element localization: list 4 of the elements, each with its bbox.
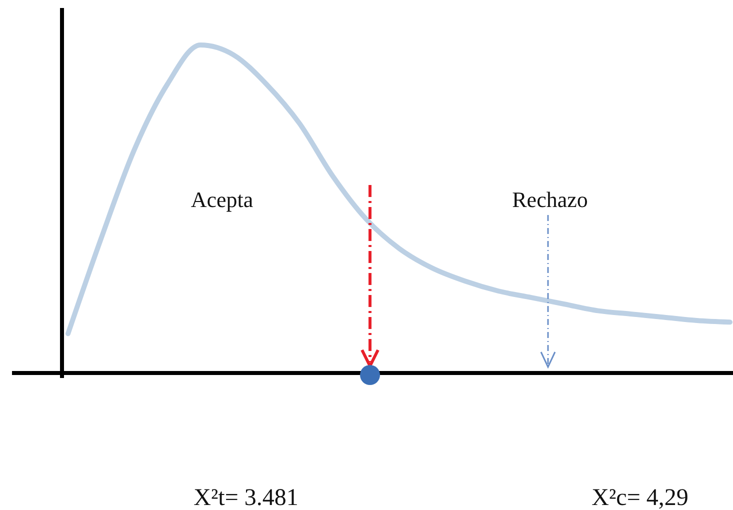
text: X²c= 4,29 [592, 485, 688, 510]
annotation: Acepta [190, 187, 254, 212]
text: X²t= 3.481 [194, 485, 298, 510]
annotation: Rechazo [512, 187, 588, 212]
